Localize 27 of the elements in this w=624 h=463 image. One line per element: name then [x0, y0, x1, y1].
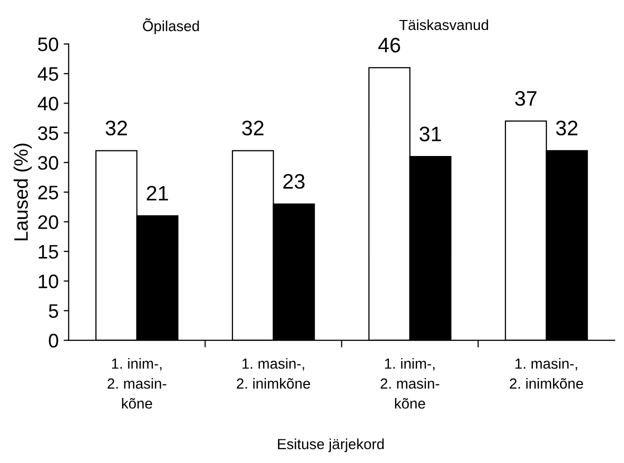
data-label: 37: [515, 91, 536, 106]
y-tick-label: 5: [48, 304, 58, 318]
y-tick-label: 20: [38, 215, 58, 230]
data-label: 32: [106, 120, 127, 136]
y-tick-label: 40: [38, 96, 58, 110]
data-label: 32: [242, 120, 264, 136]
text: Õpilased: [142, 18, 199, 34]
x-axis-title: Esituse järjekord: [278, 438, 384, 452]
y-axis-title: Laused (%): [14, 144, 32, 240]
y-tick-label: 50: [38, 37, 58, 52]
data-label: 32: [556, 120, 578, 136]
y-tick-label: 15: [38, 245, 58, 259]
y-tick-label: 30: [38, 156, 58, 170]
y-tick-label: 10: [38, 274, 58, 288]
y-tick-label: 25: [38, 186, 58, 200]
y-tick-label: 45: [38, 67, 58, 81]
data-label: 21: [146, 186, 168, 200]
y-tick-label: 0: [48, 334, 58, 348]
y-tick-label: 35: [38, 126, 58, 140]
data-label: 23: [283, 174, 305, 189]
x-tick-label: 1. masin-, 2. inimkõne: [510, 358, 584, 389]
text: Täiskasvanud: [399, 19, 488, 30]
data-label: 46: [378, 38, 400, 52]
x-tick-label: 1. masin-, 2. inimkõne: [236, 358, 310, 389]
data-label: 31: [420, 126, 441, 142]
x-tick-label: 1. inim-, 2. masin- kõne: [108, 358, 166, 409]
x-tick-label: 1. inim-, 2. masin- kõne: [380, 358, 440, 409]
